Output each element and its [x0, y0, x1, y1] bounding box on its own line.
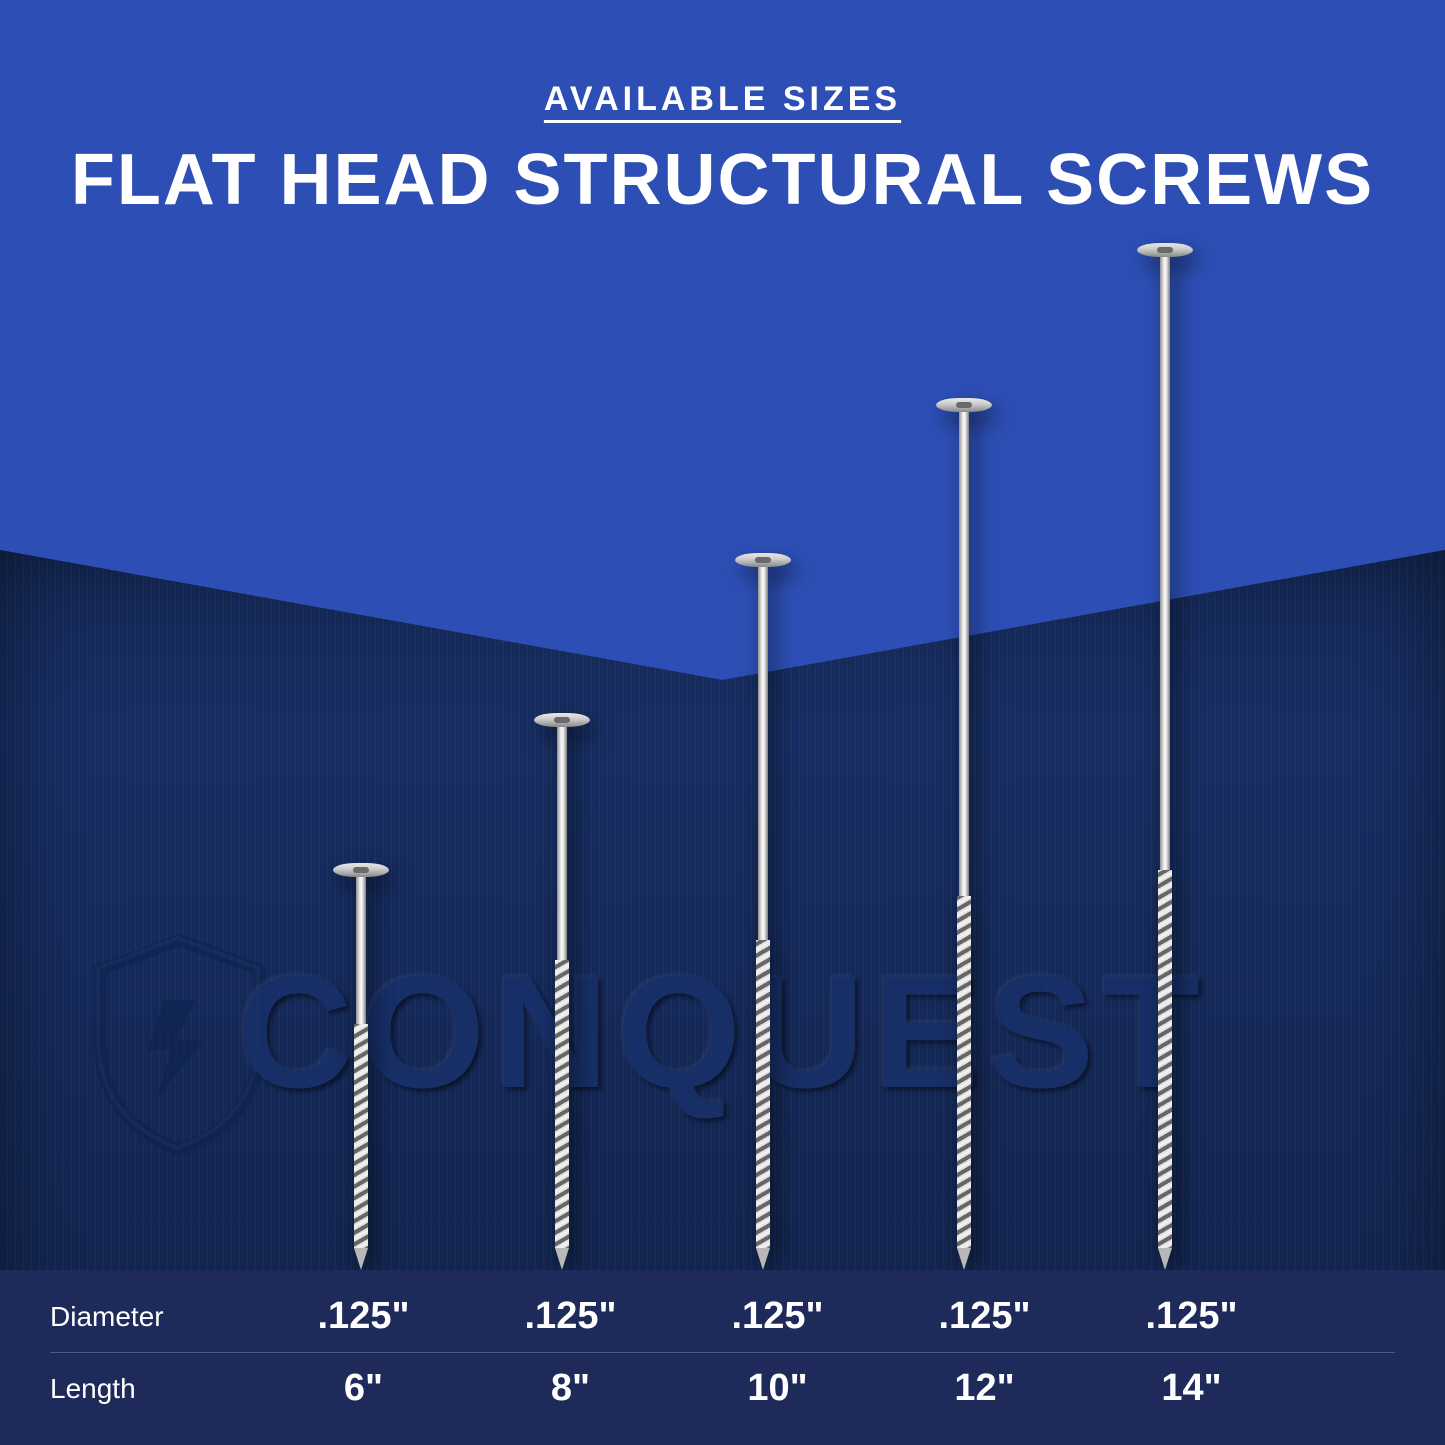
screw-shank: [758, 564, 768, 940]
length-row: Length 6"8"10"12"14": [50, 1367, 1395, 1410]
screw-slot-4: [1064, 210, 1265, 1270]
info-table: Diameter .125".125".125".125".125" Lengt…: [0, 1270, 1445, 1445]
screw-tip: [354, 1248, 368, 1270]
diameter-label: Diameter: [50, 1301, 260, 1333]
screw-6: [333, 863, 389, 1270]
screw-shank: [356, 874, 366, 1024]
screw-threads: [354, 1024, 368, 1248]
screw-shank: [557, 724, 567, 960]
length-values: 6"8"10"12"14": [260, 1367, 1395, 1410]
screw-tip: [756, 1248, 770, 1270]
screw-head: [936, 398, 992, 412]
length-value-3: 12": [881, 1367, 1088, 1410]
screw-slot-3: [863, 210, 1064, 1270]
screw-threads: [756, 940, 770, 1248]
screw-slot-2: [662, 210, 863, 1270]
length-label: Length: [50, 1373, 260, 1405]
subtitle: AVAILABLE SIZES: [0, 80, 1445, 119]
diameter-value-3: .125": [881, 1295, 1088, 1338]
info-divider: [50, 1352, 1395, 1353]
screw-head: [333, 863, 389, 877]
screw-10: [735, 553, 791, 1270]
title: FLAT HEAD STRUCTURAL SCREWS: [0, 139, 1445, 221]
diameter-value-4: .125": [1088, 1295, 1295, 1338]
header: AVAILABLE SIZES FLAT HEAD STRUCTURAL SCR…: [0, 80, 1445, 221]
screw-head: [534, 713, 590, 727]
length-value-4: 14": [1088, 1367, 1295, 1410]
diameter-value-1: .125": [467, 1295, 674, 1338]
diameter-value-0: .125": [260, 1295, 467, 1338]
screw-14: [1137, 243, 1193, 1270]
screw-shank: [1160, 254, 1170, 870]
screw-threads: [1158, 870, 1172, 1248]
screw-threads: [555, 960, 569, 1248]
screw-slot-0: [260, 210, 461, 1270]
length-value-2: 10": [674, 1367, 881, 1410]
screws-row: [0, 210, 1445, 1270]
diameter-value-2: .125": [674, 1295, 881, 1338]
diameter-row: Diameter .125".125".125".125".125": [50, 1295, 1395, 1338]
screw-threads: [957, 896, 971, 1248]
screw-tip: [555, 1248, 569, 1270]
screw-head: [1137, 243, 1193, 257]
length-value-1: 8": [467, 1367, 674, 1410]
screw-slot-1: [461, 210, 662, 1270]
screw-head: [735, 553, 791, 567]
screw-12: [936, 398, 992, 1270]
screw-tip: [957, 1248, 971, 1270]
diameter-values: .125".125".125".125".125": [260, 1295, 1395, 1338]
screw-8: [534, 713, 590, 1270]
length-value-0: 6": [260, 1367, 467, 1410]
screw-tip: [1158, 1248, 1172, 1270]
screw-shank: [959, 409, 969, 896]
